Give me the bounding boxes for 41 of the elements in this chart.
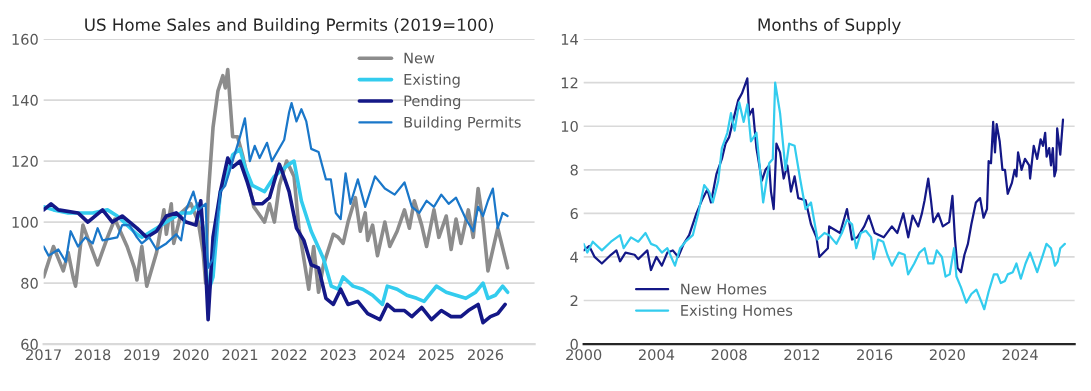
y-tick-label: 14 bbox=[561, 34, 579, 45]
x-tick-label: 2019 bbox=[124, 349, 160, 361]
x-tick-label: 2008 bbox=[711, 349, 747, 361]
y-tick-label: 2 bbox=[570, 295, 578, 307]
y-tick-label: 8 bbox=[570, 164, 578, 176]
y-tick-label: 100 bbox=[12, 216, 38, 228]
x-tick-label: 2026 bbox=[468, 349, 504, 361]
y-tick-label: 0 bbox=[570, 338, 578, 350]
y-tick-label: 12 bbox=[561, 77, 578, 89]
legend-label: Building Permits bbox=[404, 116, 521, 131]
x-tick-label: 2023 bbox=[320, 349, 356, 361]
x-tick-label: 2016 bbox=[857, 349, 893, 361]
y-tick-label: 60 bbox=[21, 338, 38, 350]
legend-label: New bbox=[404, 52, 435, 64]
x-tick-label: 2012 bbox=[784, 349, 819, 361]
chart-title: Months of Supply bbox=[758, 18, 901, 35]
x-tick-label: 2021 bbox=[222, 349, 258, 361]
chart-title: US Home Sales and Building Permits (2019=100) bbox=[85, 18, 494, 35]
legend-label: Existing Homes bbox=[681, 304, 793, 319]
line-series bbox=[43, 156, 507, 325]
x-tick-label: 2020 bbox=[173, 349, 209, 361]
x-tick-label: 2022 bbox=[271, 349, 307, 361]
legend-label: Existing bbox=[404, 73, 460, 88]
y-tick-label: 6 bbox=[570, 208, 578, 220]
line-series bbox=[583, 77, 1065, 274]
legend-label: New Homes bbox=[681, 283, 767, 295]
x-tick-label: 2004 bbox=[638, 349, 675, 361]
y-tick-label: 120 bbox=[12, 155, 38, 167]
x-tick-label: 2000 bbox=[566, 349, 602, 361]
y-tick-label: 140 bbox=[12, 94, 38, 106]
x-tick-label: 2024 bbox=[1002, 349, 1038, 361]
x-tick-label: 2024 bbox=[369, 349, 406, 361]
y-tick-label: 80 bbox=[21, 277, 38, 289]
y-tick-label: 10 bbox=[561, 120, 578, 132]
legend-label: Pending bbox=[404, 95, 461, 110]
x-tick-label: 2018 bbox=[75, 349, 111, 361]
x-tick-label: 2025 bbox=[418, 349, 454, 361]
x-tick-label: 2020 bbox=[929, 349, 965, 361]
y-tick-label: 4 bbox=[570, 251, 579, 263]
y-tick-label: 160 bbox=[12, 33, 38, 45]
x-tick-label: 2017 bbox=[26, 349, 61, 361]
